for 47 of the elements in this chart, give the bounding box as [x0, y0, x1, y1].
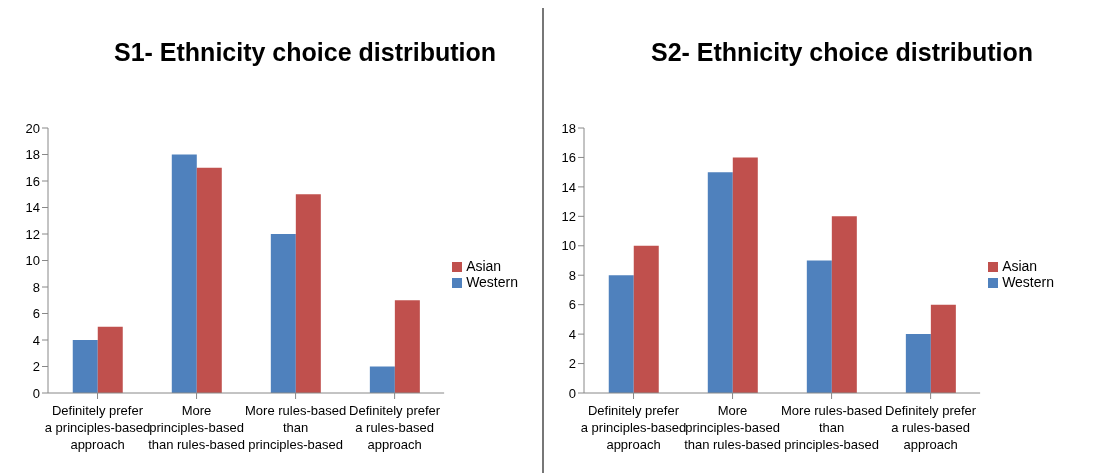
- bar: [171, 154, 197, 393]
- y-tick-label: 12: [25, 226, 40, 242]
- legend-label: Asian: [1002, 258, 1038, 274]
- bar: [196, 167, 222, 393]
- y-tick-label: 20: [25, 120, 40, 136]
- y-tick-label: 0: [32, 385, 40, 401]
- bar: [831, 216, 857, 393]
- bar: [905, 334, 931, 393]
- y-tick-label: 12: [561, 208, 576, 224]
- y-tick-label: 2: [568, 356, 576, 372]
- bar: [369, 366, 395, 393]
- y-tick-label: 14: [25, 200, 40, 216]
- legend-label: Western: [1002, 274, 1054, 290]
- y-tick-label: 0: [568, 385, 576, 401]
- y-tick-label: 18: [25, 147, 40, 163]
- bar: [97, 326, 123, 393]
- y-tick-label: 2: [32, 359, 40, 375]
- x-tick-label: Definitely prefer a rules-based approach: [885, 403, 977, 452]
- bar: [707, 172, 733, 393]
- bar: [270, 234, 296, 393]
- y-tick-label: 10: [25, 253, 40, 269]
- bar: [732, 157, 758, 393]
- bar: [72, 340, 98, 393]
- chart-title: S2- Ethnicity choice distribution: [650, 37, 1034, 68]
- legend-label: Western: [466, 274, 518, 290]
- bar: [633, 245, 659, 393]
- bar: [608, 275, 634, 393]
- y-tick-label: 4: [32, 332, 40, 348]
- chart-title: S1- Ethnicity choice distribution: [113, 37, 497, 68]
- x-tick-label: Definitely prefer a rules-based approach: [349, 403, 441, 452]
- y-tick-label: 16: [561, 150, 576, 166]
- y-tick-label: 14: [561, 179, 576, 195]
- y-tick-label: 8: [568, 267, 576, 283]
- y-tick-label: 10: [561, 238, 576, 254]
- y-tick-label: 16: [25, 173, 40, 189]
- y-tick-label: 4: [568, 326, 576, 342]
- x-tick-label: More rules-based than principles-based: [245, 403, 347, 452]
- bar: [806, 260, 832, 393]
- bar: [930, 304, 956, 393]
- legend-label: Asian: [466, 258, 502, 274]
- bar: [394, 300, 420, 393]
- y-tick-label: 6: [568, 297, 576, 313]
- y-tick-label: 18: [561, 120, 576, 136]
- y-tick-label: 6: [32, 306, 40, 322]
- bar: [295, 194, 321, 393]
- x-tick-label: More rules-based than principles-based: [781, 403, 883, 452]
- y-tick-label: 8: [32, 279, 40, 295]
